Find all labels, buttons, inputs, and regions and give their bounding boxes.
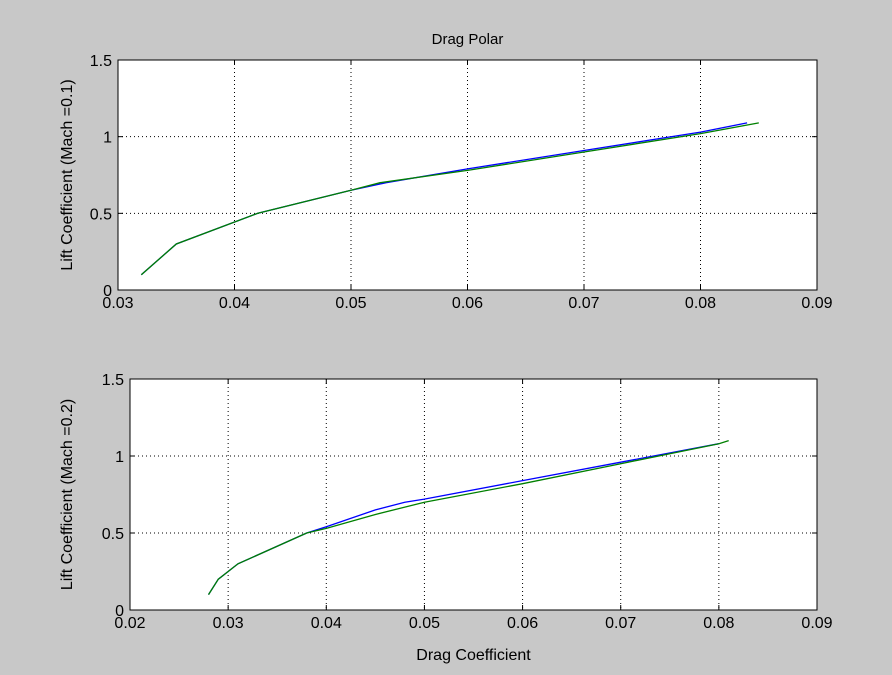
y-tick-label: 0.5 — [90, 206, 112, 223]
x-tick-label: 0.06 — [507, 615, 538, 632]
axes-frame — [117, 59, 818, 291]
axes-frame — [129, 378, 818, 611]
x-tick-label: 0.09 — [801, 295, 832, 312]
x-tick-label: 0.09 — [801, 615, 832, 632]
x-tick-label: 0.08 — [703, 615, 734, 632]
y-tick-label: 1 — [103, 130, 112, 147]
x-tick-label: 0.08 — [685, 295, 716, 312]
y-tick-label: 1 — [115, 449, 124, 466]
plot-area — [130, 379, 817, 610]
plot-area — [118, 60, 817, 290]
subplot-1: 0.03 0.04 0.05 0.06 0.07 0.08 0.09 0 0.5 1 1.5 Drag… — [59, 31, 833, 312]
y-tick-label: 1.5 — [90, 53, 112, 70]
x-tick-label: 0.04 — [219, 295, 250, 312]
x-tick-label: 0.05 — [409, 615, 440, 632]
x-tick-label: 0.07 — [605, 615, 636, 632]
x-tick-label: 0.07 — [568, 295, 599, 312]
y-tick-label: 0 — [103, 283, 112, 300]
x-axis-label: Drag Coefficient — [416, 647, 531, 664]
x-tick-label: 0.02 — [114, 615, 145, 632]
series-line-2 — [207, 439, 729, 595]
y-tick-label: 0 — [115, 603, 124, 620]
y-axis-label: Lift Coefficient (Mach =0.2) — [59, 399, 76, 590]
x-tick-label: 0.03 — [102, 295, 133, 312]
x-tick-label: 0.06 — [452, 295, 483, 312]
chart-title: Drag Polar — [432, 31, 504, 48]
x-tick-label: 0.05 — [335, 295, 366, 312]
series-line-2 — [140, 122, 759, 276]
subplot-2: 0.02 0.03 0.04 0.05 0.06 0.07 0.08 0.09 0 0.5 1 1.5… — [59, 372, 833, 664]
x-tick-label: 0.03 — [213, 615, 244, 632]
x-tick-label: 0.04 — [311, 615, 342, 632]
y-tick-label: 0.5 — [102, 526, 124, 543]
y-tick-label: 1.5 — [102, 372, 124, 389]
y-axis-label: Lift Coefficient (Mach =0.1) — [59, 79, 76, 270]
